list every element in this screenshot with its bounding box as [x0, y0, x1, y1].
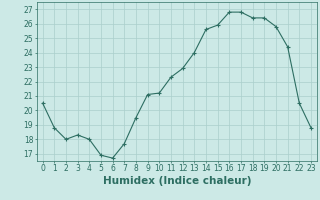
- X-axis label: Humidex (Indice chaleur): Humidex (Indice chaleur): [102, 176, 251, 186]
